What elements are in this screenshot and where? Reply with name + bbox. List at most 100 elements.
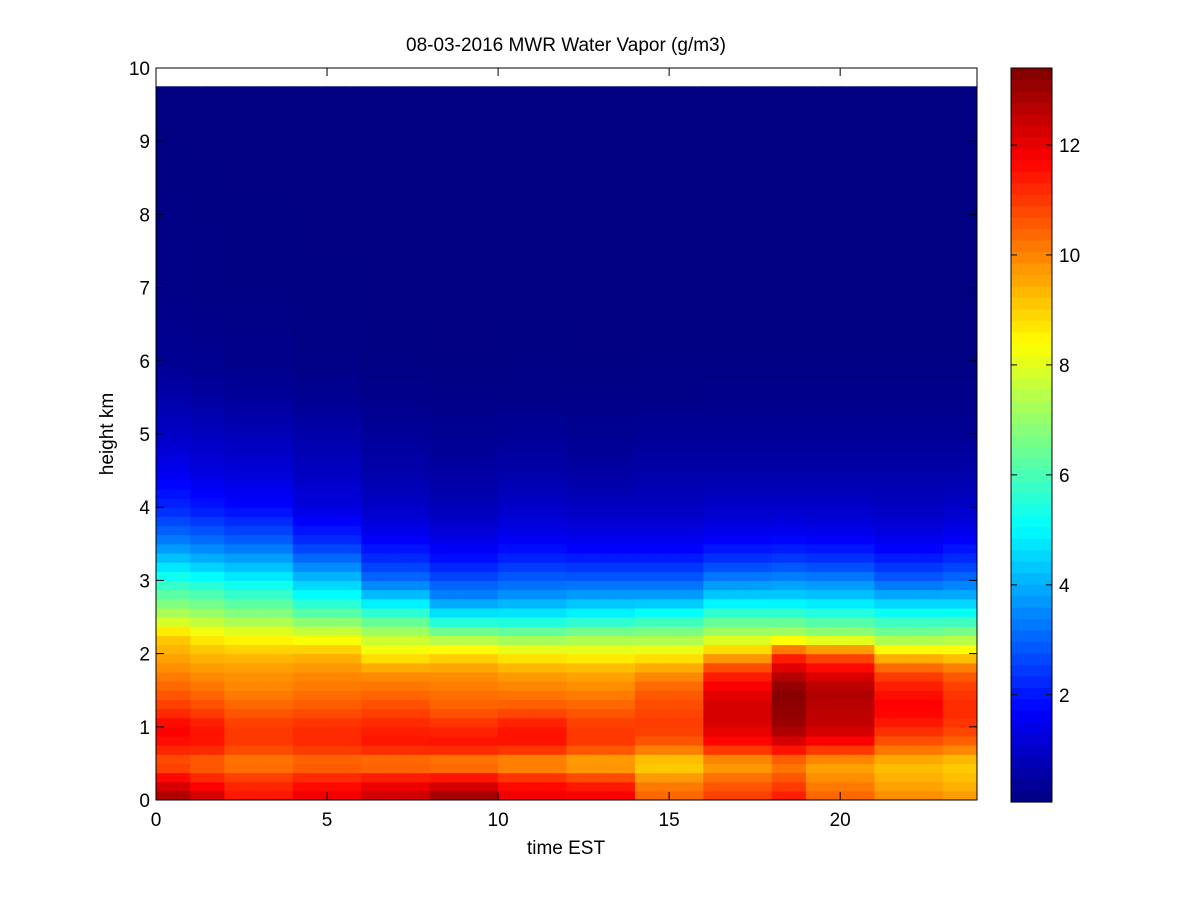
heatmap-cell [617,251,636,261]
heatmap-cell [652,662,670,673]
heatmap-cell [788,388,807,398]
heatmap-cell [652,196,670,206]
heatmap-cell [771,690,790,700]
heatmap-cell [600,635,619,646]
heatmap-cell [617,360,636,371]
heatmap-cell [190,507,208,517]
heatmap-cell [309,296,328,307]
heatmap-cell [361,141,379,151]
heatmap-cell [258,580,277,591]
heatmap-cell [292,141,311,151]
heatmap-cell [241,379,260,389]
heatmap-cell [190,635,208,646]
heatmap-cell [258,552,277,563]
heatmap-cell [532,223,550,234]
heatmap-cell [703,141,722,151]
heatmap-cell [395,443,414,453]
heatmap-cell [788,690,807,700]
heatmap-cell [309,241,328,252]
heatmap-cell [908,479,927,490]
heatmap-cell [925,406,944,417]
heatmap-cell [309,452,328,463]
heatmap-cell [258,745,277,755]
heatmap-cell [652,790,670,800]
heatmap-cell [720,269,739,280]
heatmap-cell [634,196,653,206]
heatmap-cell [498,525,516,536]
heatmap-cell [669,571,687,581]
heatmap-cell [207,781,226,792]
heatmap-cell [771,498,790,508]
heatmap-cell [190,342,208,353]
heatmap-cell [309,168,328,179]
heatmap-cell [241,790,260,800]
heatmap-cell [412,589,431,600]
heatmap-cell [925,287,944,298]
heatmap-cell [788,205,807,215]
heatmap-cell [292,534,311,545]
heatmap-cell [805,132,824,142]
heatmap-cell [669,745,687,755]
heatmap-cell [190,552,208,563]
heatmap-cell [737,232,756,243]
heatmap-cell [378,534,397,545]
heatmap-cell [669,205,687,215]
heatmap-cell [566,269,585,280]
heatmap-cell [258,571,277,581]
y-tick-label: 2 [139,645,150,666]
heatmap-cell [908,186,927,197]
heatmap-cell [412,617,431,627]
heatmap-cell [156,717,174,728]
heatmap-cell [378,690,397,700]
heatmap-cell [891,196,910,206]
heatmap-cell [617,278,636,289]
heatmap-cell [805,470,824,481]
heatmap-cell [720,205,739,215]
heatmap-cell [942,333,961,344]
heatmap-cell [258,397,277,408]
heatmap-cell [823,607,841,618]
heatmap-cell [532,251,550,261]
heatmap-cell [429,223,448,234]
heatmap-cell [275,607,294,618]
heatmap-cell [583,168,602,179]
heatmap-cell [549,443,568,453]
heatmap-cell [309,662,328,673]
heatmap-cell [275,260,294,270]
heatmap-cell [805,699,824,710]
heatmap-cell [925,223,944,234]
heatmap-cell [959,369,977,380]
heatmap-cell [857,653,875,664]
heatmap-cell [258,379,277,389]
heatmap-cell [361,360,379,371]
heatmap-cell [566,95,585,106]
heatmap-cell [515,488,533,499]
heatmap-cell [344,589,362,600]
heatmap-cell [874,260,893,270]
heatmap-cell [669,461,687,472]
heatmap-cell [327,122,345,133]
heatmap-cell [207,186,226,197]
heatmap-cell [309,735,328,746]
heatmap-cell [241,305,260,316]
heatmap-cell [566,644,585,655]
heatmap-cell [788,653,807,664]
heatmap-cell [840,406,858,417]
heatmap-cell [754,104,773,115]
heatmap-cell [327,315,345,325]
heatmap-cell [754,132,773,142]
heatmap-cell [207,168,226,179]
heatmap-cell [498,223,516,234]
heatmap-cell [207,196,226,206]
heatmap-cell [378,754,397,764]
heatmap-cell [720,525,739,536]
heatmap-cell [515,360,533,371]
heatmap-cell [737,132,756,142]
heatmap-cell [652,598,670,609]
heatmap-cell [891,260,910,270]
heatmap-cell [241,296,260,307]
heatmap-cell [327,296,345,307]
heatmap-cell [173,488,191,499]
heatmap-cell [600,479,619,490]
heatmap-cell [600,415,619,426]
